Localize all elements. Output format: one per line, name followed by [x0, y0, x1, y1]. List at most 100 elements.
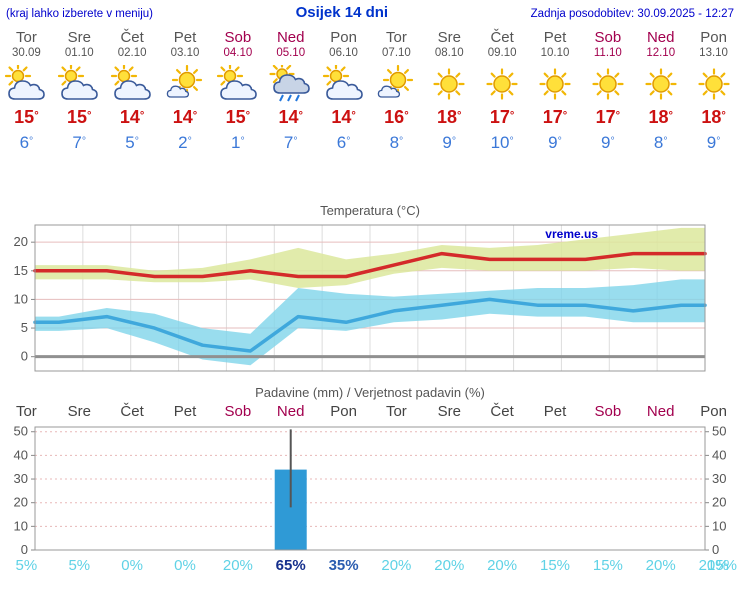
sun-cloud-icon	[159, 63, 212, 105]
precip-probability: 35%	[328, 557, 359, 574]
day-name: Pon	[330, 29, 357, 46]
precip-day-label: Čet	[120, 403, 144, 420]
sunny-icon	[476, 63, 529, 105]
svg-text:20: 20	[14, 234, 28, 249]
day-date: 06.10	[329, 47, 358, 59]
svg-text:10: 10	[712, 518, 726, 533]
sun-cloud-icon	[370, 63, 423, 105]
precip-day-label: Pet	[173, 403, 197, 420]
precip-day-label: Tor	[15, 403, 37, 420]
day-date: 05.10	[276, 47, 306, 59]
day-column: Tor 30.09 15° 6°	[0, 29, 53, 153]
high-temp: 15°	[225, 107, 251, 127]
precip-probability: 15%	[539, 557, 571, 574]
precip-day-label: Ned	[646, 403, 675, 420]
precip-probability: 5%	[15, 557, 38, 574]
precip-day-label: Pon	[330, 403, 357, 420]
low-temp: 2°	[178, 133, 192, 152]
day-name: Pet	[173, 29, 197, 46]
svg-text:40: 40	[14, 447, 28, 462]
low-temp: 1°	[231, 133, 245, 152]
low-temp: 8°	[653, 133, 668, 152]
precip-probability: 15%	[706, 557, 738, 574]
day-date: 12.10	[646, 47, 676, 59]
day-name: Pon	[700, 29, 727, 46]
day-name: Tor	[16, 29, 37, 46]
last-updated: Zadnja posodobitev: 30.09.2025 - 12:27	[530, 8, 734, 20]
precip-probability: 65%	[275, 557, 306, 574]
day-column: Pon 06.10 14° 6°	[317, 29, 370, 153]
high-temp: 18°	[701, 107, 726, 127]
svg-text:50: 50	[712, 424, 726, 439]
page-title: Osijek 14 dni	[295, 4, 389, 21]
precip-probability: 20%	[698, 557, 729, 574]
day-name: Čet	[490, 29, 514, 46]
precip-day-label: Sob	[224, 403, 252, 420]
rain-icon	[264, 63, 317, 105]
low-temp: 9°	[442, 133, 457, 152]
day-column: Čet 09.10 17° 10°	[476, 29, 529, 153]
day-date: 13.10	[699, 47, 728, 59]
svg-text:30: 30	[14, 471, 28, 486]
svg-text:0: 0	[21, 542, 28, 556]
topbar: (kraj lahko izberete v meniju) Osijek 14…	[0, 0, 740, 21]
svg-text:0: 0	[712, 542, 719, 556]
day-date: 08.10	[434, 47, 464, 59]
high-temp: 17°	[595, 107, 621, 127]
day-column: Čet 02.10 14° 5°	[106, 29, 159, 153]
svg-text:10: 10	[14, 291, 28, 306]
partly-cloudy-icon	[0, 63, 53, 105]
day-name: Pet	[543, 29, 567, 46]
precip-probability: 20%	[434, 557, 465, 574]
precip-day-labels: Tor Sre Čet Pet Sob Ned Pon Tor Sre Čet Pet Sob Ned P…	[0, 403, 740, 422]
precip-probability: 0%	[121, 557, 143, 574]
day-date: 07.10	[382, 47, 411, 59]
precip-probability: 20%	[645, 557, 676, 574]
temperature-chart-canvas: 0 5 10 15 20	[14, 224, 707, 372]
sunny-icon	[423, 63, 476, 105]
precip-probability: 20%	[222, 557, 253, 574]
sunny-icon	[634, 63, 687, 105]
day-date: 30.09	[12, 47, 41, 59]
high-temp: 14°	[331, 107, 356, 127]
sunny-icon	[687, 63, 740, 105]
day-name: Tor	[386, 29, 407, 46]
precip-day-label: Sre	[437, 403, 461, 420]
high-temp: 14°	[172, 107, 198, 127]
precip-probability: 0%	[174, 557, 196, 574]
high-temp: 18°	[437, 107, 462, 127]
day-name: Sre	[67, 29, 91, 46]
day-date: 02.10	[117, 47, 147, 59]
day-column: Ned 12.10 18° 8°	[634, 29, 687, 153]
svg-text:10: 10	[14, 518, 28, 533]
day-name: Sob	[594, 29, 622, 46]
sunny-icon	[581, 63, 634, 105]
svg-text:40: 40	[712, 447, 726, 462]
high-temp: 15°	[67, 107, 92, 127]
precip-probability: 20%	[381, 557, 412, 574]
svg-text:15: 15	[14, 263, 28, 278]
precipitation-chart: Padavine (mm) / Verjetnost padavin (%) T…	[0, 385, 740, 577]
precip-probability: 5%	[68, 557, 91, 574]
high-temp: 14°	[278, 107, 303, 127]
temperature-chart: Temperatura (°C) vreme.us 0 5 10 15 20	[0, 203, 740, 379]
high-temp: 17°	[489, 107, 515, 127]
day-column: Pon 13.10 18° 9°	[687, 29, 740, 153]
low-temp: 7°	[72, 133, 87, 152]
watermark-link[interactable]: vreme.us	[545, 227, 598, 241]
day-date: 01.10	[64, 47, 94, 59]
precipitation-chart-canvas: 0 0 10 10 20 20 30 30 40 40 50 50	[14, 424, 727, 556]
day-column: Sob 11.10 17° 9°	[581, 29, 634, 153]
low-temp: 7°	[283, 133, 298, 152]
low-temp: 8°	[389, 133, 404, 152]
day-date: 04.10	[223, 47, 253, 59]
high-temp: 18°	[648, 107, 673, 127]
day-date: 10.10	[540, 47, 570, 59]
day-column: Pet 10.10 17° 9°	[529, 29, 582, 153]
temperature-chart-title: Temperatura (°C)	[320, 203, 420, 218]
precipitation-chart-title: Padavine (mm) / Verjetnost padavin (%)	[255, 385, 485, 400]
low-temp: 5°	[125, 133, 139, 152]
low-temp: 9°	[548, 133, 562, 152]
partly-cloudy-icon	[106, 63, 159, 105]
partly-cloudy-icon	[53, 63, 106, 105]
